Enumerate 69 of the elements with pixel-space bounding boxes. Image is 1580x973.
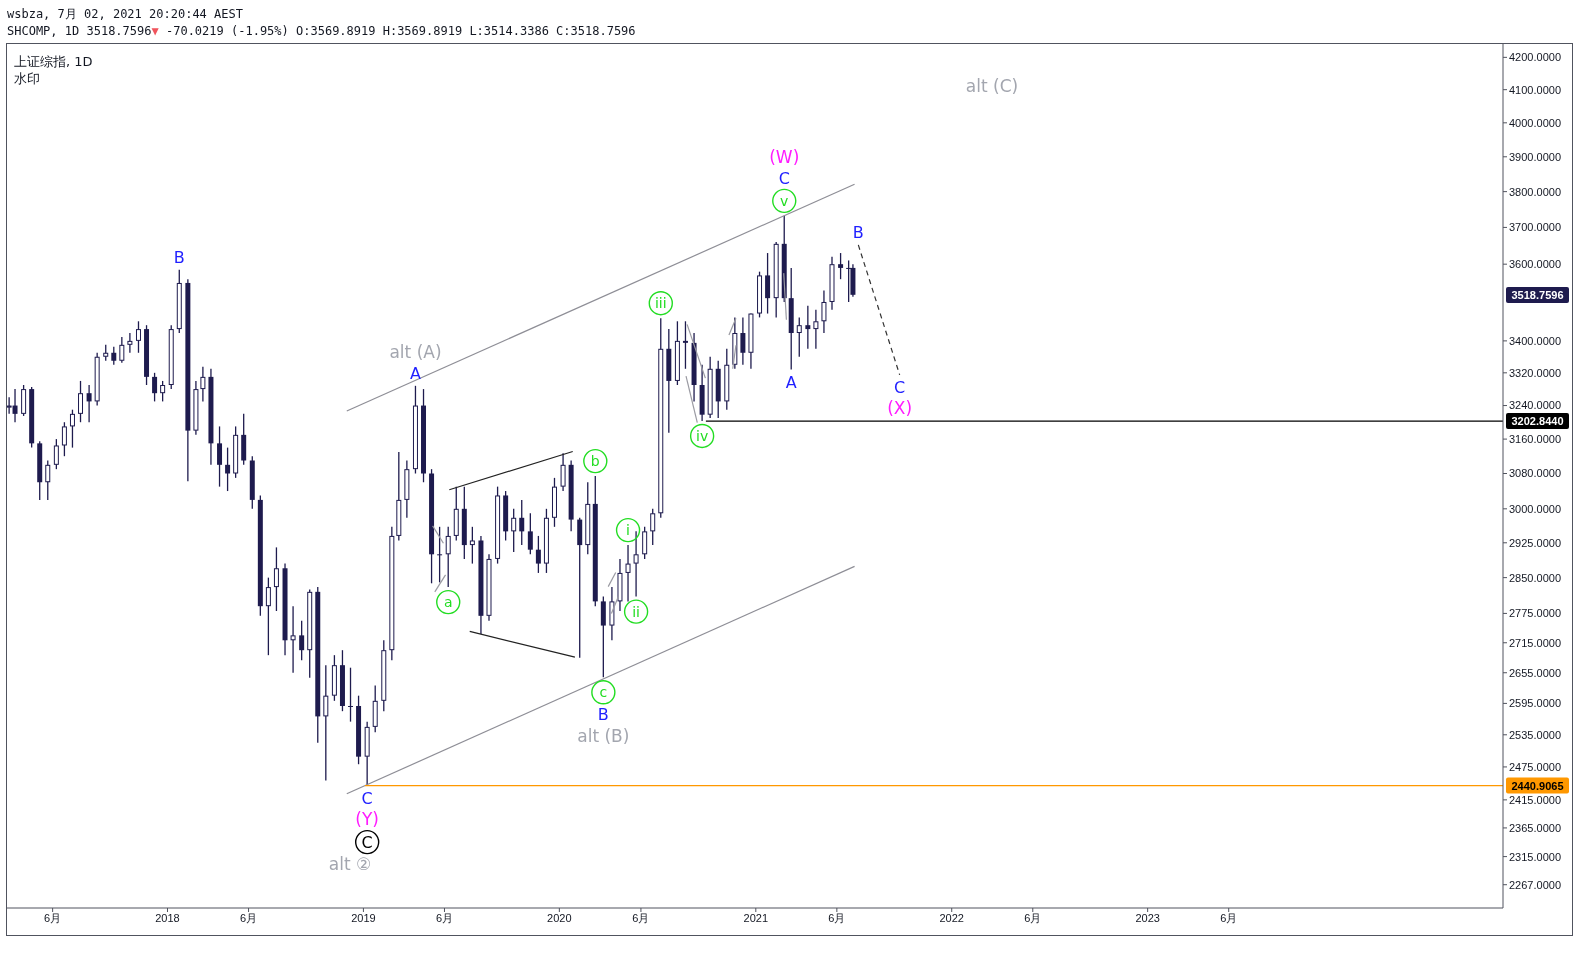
x-tick-label: 2020 xyxy=(547,911,572,924)
annotation: C xyxy=(361,832,373,852)
x-tick-label: 6月 xyxy=(632,911,650,924)
annotation: A xyxy=(785,372,797,392)
annotation: C xyxy=(894,377,906,397)
y-tick-label: 3400.0000 xyxy=(1509,334,1561,347)
y-tick-label: 3900.0000 xyxy=(1509,150,1561,163)
y-tick-label: 2850.0000 xyxy=(1509,571,1561,584)
annotation: B xyxy=(597,705,609,725)
chart-title: wsbza, 7月 02, 2021 20:20:44 AEST xyxy=(7,6,243,22)
annotation: A xyxy=(410,363,422,383)
annotation: b xyxy=(590,453,600,470)
x-tick-label: 6月 xyxy=(1220,911,1238,924)
y-tick-label: 3000.0000 xyxy=(1509,502,1561,515)
y-tick-label: 2535.0000 xyxy=(1509,728,1561,741)
annotation: i xyxy=(626,522,630,539)
annotation: 2440.9065 xyxy=(1511,779,1564,792)
y-tick-label: 3800.0000 xyxy=(1509,185,1561,198)
y-tick-label: 2595.0000 xyxy=(1509,697,1561,710)
x-tick-label: 6月 xyxy=(435,911,454,924)
annotation: 上证综指, 1D xyxy=(14,53,93,70)
annotation: B xyxy=(852,222,864,242)
x-tick-label: 2019 xyxy=(351,911,376,924)
y-tick-label: 4200.0000 xyxy=(1509,51,1561,64)
annotation: B xyxy=(173,247,185,267)
annotation: (X) xyxy=(887,398,913,419)
x-tick-label: 6月 xyxy=(44,911,62,924)
y-tick-label: 2315.0000 xyxy=(1509,850,1561,863)
y-tick-label: 2925.0000 xyxy=(1509,536,1561,549)
y-tick-label: 3080.0000 xyxy=(1509,467,1561,480)
annotation: (W) xyxy=(769,147,800,168)
y-tick-label: 4000.0000 xyxy=(1509,116,1561,129)
y-tick-label: 3240.0000 xyxy=(1509,399,1561,412)
y-tick-label: 2415.0000 xyxy=(1509,793,1561,806)
y-tick-label: 2267.0000 xyxy=(1509,878,1561,891)
annotation: 3202.8440 xyxy=(1511,415,1564,428)
annotation: ii xyxy=(632,603,640,620)
annotation: iv xyxy=(696,427,709,444)
y-tick-label: 3600.0000 xyxy=(1509,258,1561,271)
y-tick-label: 2715.0000 xyxy=(1509,636,1561,649)
annotation: (Y) xyxy=(355,808,380,829)
y-tick-label: 2365.0000 xyxy=(1509,821,1561,834)
x-tick-label: 6月 xyxy=(828,911,846,924)
y-tick-label: 2655.0000 xyxy=(1509,666,1561,679)
annotation: alt (A) xyxy=(389,342,442,363)
x-tick-label: 2021 xyxy=(743,911,769,924)
y-tick-label: 3160.0000 xyxy=(1509,433,1561,445)
annotation: alt (C) xyxy=(965,76,1019,96)
x-tick-label: 2023 xyxy=(1135,911,1160,924)
y-tick-label: 3320.0000 xyxy=(1509,366,1561,379)
annotation: c xyxy=(599,684,608,701)
y-tick-label: 4100.0000 xyxy=(1509,83,1561,96)
annotation: 水印 xyxy=(14,70,41,87)
x-tick-label: 2018 xyxy=(155,911,180,924)
chart-subtitle: SHCOMP, 1D 3518.7596▼ -70.0219 (-1.95%) O:3569.8919 H:3569.8919 L:3514.3386 C:3518.7596 xyxy=(7,24,636,38)
y-tick-label: 2475.0000 xyxy=(1509,760,1561,773)
annotation: iii xyxy=(654,295,667,312)
annotation: alt ② xyxy=(328,854,372,874)
annotation: C xyxy=(361,788,373,808)
x-tick-label: 6月 xyxy=(239,911,258,924)
text: 3518.7596 xyxy=(1511,288,1564,302)
y-tick-label: 2775.0000 xyxy=(1509,607,1561,620)
annotation: v xyxy=(780,192,789,209)
annotation: alt (B) xyxy=(577,725,630,746)
x-tick-label: 6月 xyxy=(1024,911,1042,924)
x-tick-label: 2022 xyxy=(939,911,964,924)
annotation: C xyxy=(778,168,790,188)
y-tick-label: 3700.0000 xyxy=(1509,221,1561,234)
annotation: a xyxy=(443,594,453,611)
